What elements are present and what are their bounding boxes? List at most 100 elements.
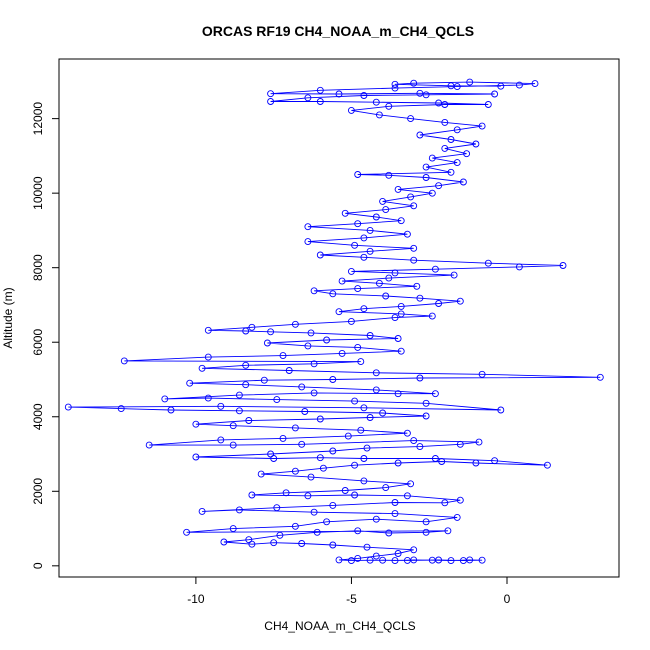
data-point <box>229 441 237 449</box>
data-point <box>382 292 390 300</box>
data-point <box>441 144 449 152</box>
data-point <box>248 491 256 499</box>
data-point <box>354 171 362 178</box>
data-point <box>117 405 125 413</box>
data-point <box>313 528 321 536</box>
data-point <box>282 489 290 497</box>
data-point <box>279 352 287 360</box>
data-point <box>431 265 439 273</box>
data-point <box>360 253 368 261</box>
data-point <box>301 408 309 415</box>
data-point <box>397 302 405 310</box>
data-point <box>382 206 390 214</box>
data-point <box>351 491 359 499</box>
data-point <box>319 464 327 472</box>
data-point <box>357 426 365 434</box>
x-tick-label: 0 <box>504 592 511 606</box>
data-point <box>273 396 281 404</box>
data-point <box>204 353 212 361</box>
data-point <box>260 376 268 384</box>
x-tick-label: -10 <box>187 592 205 606</box>
data-point <box>403 492 411 500</box>
data-point <box>447 136 455 143</box>
data-point <box>478 370 486 378</box>
data-point <box>372 552 380 560</box>
data-point <box>410 202 418 210</box>
data-point <box>341 487 349 494</box>
data-point <box>559 262 567 269</box>
data-point <box>354 343 362 351</box>
data-point <box>413 282 421 290</box>
data-point <box>351 461 359 469</box>
data-point <box>444 527 452 535</box>
data-point <box>310 389 318 397</box>
data-point <box>447 557 455 565</box>
data-point <box>466 78 474 86</box>
y-tick-label: 6000 <box>31 329 45 356</box>
data-point <box>316 415 324 423</box>
data-point <box>475 438 483 446</box>
data-point <box>515 81 523 89</box>
data-point <box>360 455 368 462</box>
data-point <box>360 404 368 412</box>
data-point <box>456 440 464 448</box>
y-axis-label: Altitude (m) <box>1 287 15 348</box>
data-point <box>491 457 499 465</box>
data-point <box>385 274 393 282</box>
data-point <box>167 406 175 414</box>
data-point <box>441 499 449 507</box>
data-point <box>453 159 461 167</box>
data-point <box>403 556 411 564</box>
data-point <box>385 529 393 537</box>
data-point <box>410 244 418 252</box>
data-point <box>397 217 405 225</box>
y-tick-label: 4000 <box>31 403 45 430</box>
data-point <box>382 484 390 492</box>
data-point <box>391 80 399 88</box>
data-point <box>217 402 225 410</box>
x-axis-label: CH4_NOAA_m_CH4_QCLS <box>264 619 415 633</box>
data-point <box>484 259 492 267</box>
data-point <box>478 122 486 130</box>
data-point <box>273 504 281 512</box>
data-point <box>360 234 368 242</box>
data-point <box>267 98 275 105</box>
data-point <box>459 178 467 186</box>
data-point <box>316 98 324 105</box>
data-point <box>447 168 455 176</box>
data-point <box>407 193 415 201</box>
y-tick-label: 12000 <box>31 102 45 136</box>
data-point <box>478 556 486 564</box>
data-point <box>204 394 212 402</box>
data-point <box>307 473 315 481</box>
data-point <box>366 414 374 421</box>
data-point <box>366 556 374 564</box>
data-point <box>357 358 365 366</box>
data-point <box>248 323 256 331</box>
data-point <box>291 424 299 432</box>
data-point <box>245 417 253 424</box>
data-point <box>453 126 461 134</box>
data-point <box>484 101 492 108</box>
data-point <box>422 412 430 420</box>
data-point <box>192 453 200 461</box>
data-point <box>372 213 380 221</box>
data-point <box>385 102 393 110</box>
data-point <box>198 364 206 372</box>
data-point <box>242 327 250 335</box>
series-line <box>68 81 601 562</box>
data-point <box>310 508 318 516</box>
data-point <box>438 458 446 465</box>
chart-title: ORCAS RF19 CH4_NOAA_m_CH4_QCLS <box>202 23 474 39</box>
data-point <box>198 507 206 515</box>
data-point <box>304 238 312 246</box>
data-point <box>245 536 253 544</box>
data-point <box>354 554 362 562</box>
data-point <box>145 441 153 449</box>
data-point <box>428 312 436 320</box>
data-point <box>354 220 362 228</box>
data-point <box>329 290 337 298</box>
data-point <box>463 150 471 158</box>
data-point <box>391 314 399 322</box>
